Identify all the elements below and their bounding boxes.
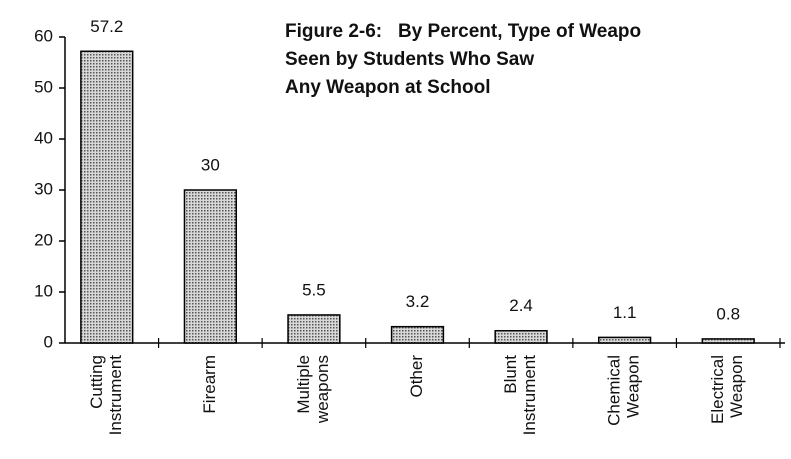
value-label: 2.4 [509,296,533,315]
x-tick-label: Cutting [87,355,106,409]
value-label: 57.2 [90,17,123,36]
x-tick-label: Firearm [200,355,219,414]
bar [287,314,341,344]
chart-title: Any Weapon at School [285,77,491,98]
value-label: 3.2 [406,292,430,311]
x-tick-label: Chemical [605,355,624,426]
y-tick-label: 0 [44,332,53,351]
bar [80,50,134,344]
y-tick-label: 30 [34,179,53,198]
x-tick-label: Multiple [294,355,313,414]
value-label: 30 [201,155,220,174]
chart-title: Seen by Students Who Saw [285,49,534,70]
bar [494,330,548,344]
x-tick-label: Weapon [727,355,746,418]
x-tick-label: Instrument [106,355,125,436]
value-label: 0.8 [716,304,740,323]
x-tick-label: Blunt [501,355,520,394]
y-tick-label: 60 [34,26,53,45]
value-label: 5.5 [302,280,326,299]
y-tick-label: 40 [34,128,53,147]
bar [598,336,652,344]
x-tick-label: Electrical [708,355,727,424]
y-tick-label: 20 [34,230,53,249]
x-tick-label: Instrument [520,355,539,436]
y-tick-label: 10 [34,281,53,300]
y-tick-label: 50 [34,77,53,96]
chart-title: Figure 2-6: By Percent, Type of Weapo [285,21,641,42]
x-tick-label: Weapon [624,355,643,418]
bar [390,325,445,344]
value-label: 1.1 [613,303,637,322]
x-tick-label: Other [407,355,426,398]
x-tick-label: weapons [313,355,332,424]
bar [183,189,237,344]
bar [701,338,755,344]
